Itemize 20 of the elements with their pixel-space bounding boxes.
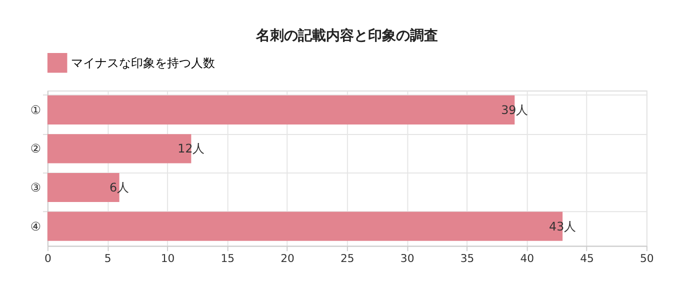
y-tick-label: ④	[30, 219, 42, 234]
x-tick-label: 20	[280, 252, 295, 266]
bar	[47, 134, 192, 164]
bar	[47, 95, 515, 124]
y-tick-label: ③	[30, 180, 42, 194]
x-tick-label: 45	[580, 252, 594, 266]
x-tick-label: 35	[460, 252, 474, 266]
legend-label: マイナスな印象を持つ人数	[71, 56, 216, 70]
x-tick-label: 15	[220, 252, 235, 266]
chart-title: 名刺の記載内容と印象の調査	[254, 27, 438, 44]
x-tick-label: 30	[400, 252, 414, 266]
x-tick-label: 25	[340, 252, 354, 266]
bar	[47, 212, 563, 241]
x-tick-label: 40	[520, 252, 534, 266]
y-tick-label: ②	[30, 142, 42, 156]
x-tick-label: 10	[160, 252, 175, 266]
x-tick-label: 0	[44, 252, 52, 266]
x-tick-label: 50	[640, 252, 654, 266]
x-tick-label: 5	[104, 252, 112, 266]
y-tick-label: ①	[30, 102, 42, 117]
